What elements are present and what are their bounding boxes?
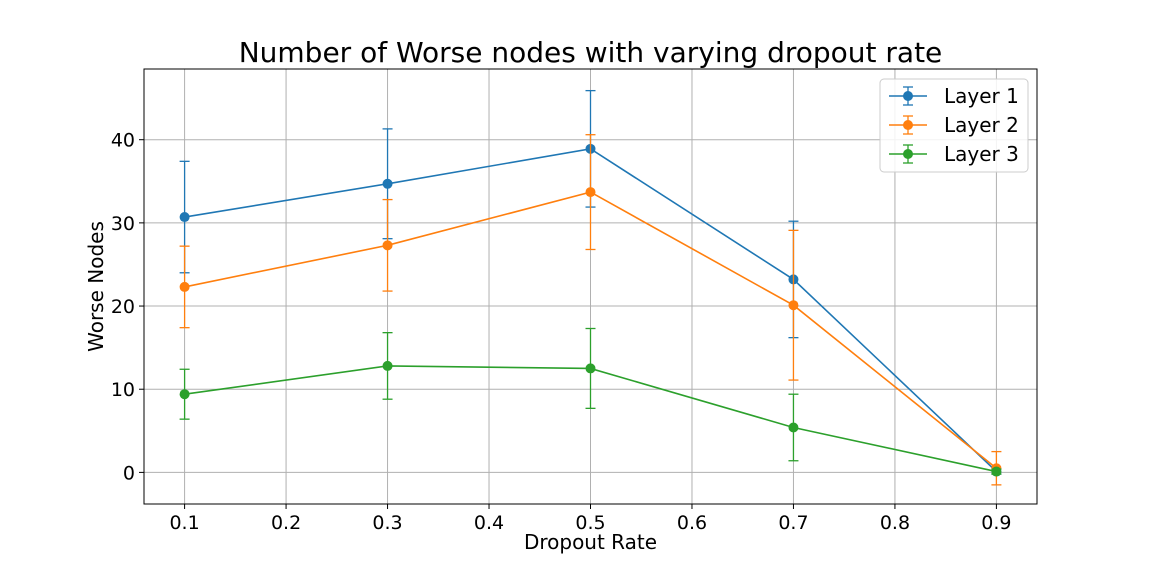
legend-marker [903, 120, 913, 130]
y-tick-label: 10 [111, 379, 135, 401]
y-tick-label: 30 [111, 213, 135, 235]
data-point [382, 178, 393, 189]
legend-label: Layer 3 [944, 142, 1019, 166]
legend-label: Layer 2 [944, 113, 1019, 137]
chart-title: Number of Worse nodes with varying dropo… [239, 36, 943, 69]
legend-box [879, 78, 1029, 173]
axis-ticks: 0.1 0.2 0.3 0.4 0.5 0.6 0.7 0.8 0.9 0 10 20 30 40 [111, 130, 1012, 534]
legend-marker [903, 149, 913, 159]
series-layer [179, 89, 1002, 486]
legend-marker [903, 91, 913, 101]
x-tick-label: 0.4 [474, 512, 504, 534]
data-point [179, 212, 190, 223]
y-tick-label: 40 [111, 130, 135, 152]
series-3 [179, 327, 1002, 477]
data-point [788, 422, 799, 433]
data-point [788, 300, 799, 311]
x-tick-label: 0.6 [677, 512, 707, 534]
data-point [382, 360, 393, 371]
data-point [179, 281, 190, 292]
y-tick-label: 0 [123, 462, 135, 484]
data-point [382, 240, 393, 251]
data-point [585, 187, 596, 198]
x-tick-label: 0.8 [880, 512, 910, 534]
x-tick-label: 0.7 [778, 512, 808, 534]
y-tick-label: 20 [111, 296, 135, 318]
legend-item-2: Layer 2 [889, 113, 1019, 137]
legend-label: Layer 1 [944, 84, 1019, 108]
legend-item-3: Layer 3 [889, 142, 1019, 166]
x-tick-label: 0.2 [271, 512, 301, 534]
x-tick-label: 0.3 [372, 512, 402, 534]
legend: Layer 1 Layer 2 Layer 3 [879, 78, 1029, 173]
x-tick-label: 0.5 [575, 512, 605, 534]
x-tick-label: 0.1 [169, 512, 199, 534]
x-tick-label: 0.9 [981, 512, 1011, 534]
data-point [585, 363, 596, 374]
y-axis-label: Worse Nodes [84, 221, 108, 352]
x-axis-label: Dropout Rate [524, 530, 657, 554]
data-point [991, 466, 1002, 477]
legend-item-1: Layer 1 [889, 84, 1019, 108]
data-point [179, 389, 190, 400]
series-2 [179, 134, 1002, 486]
